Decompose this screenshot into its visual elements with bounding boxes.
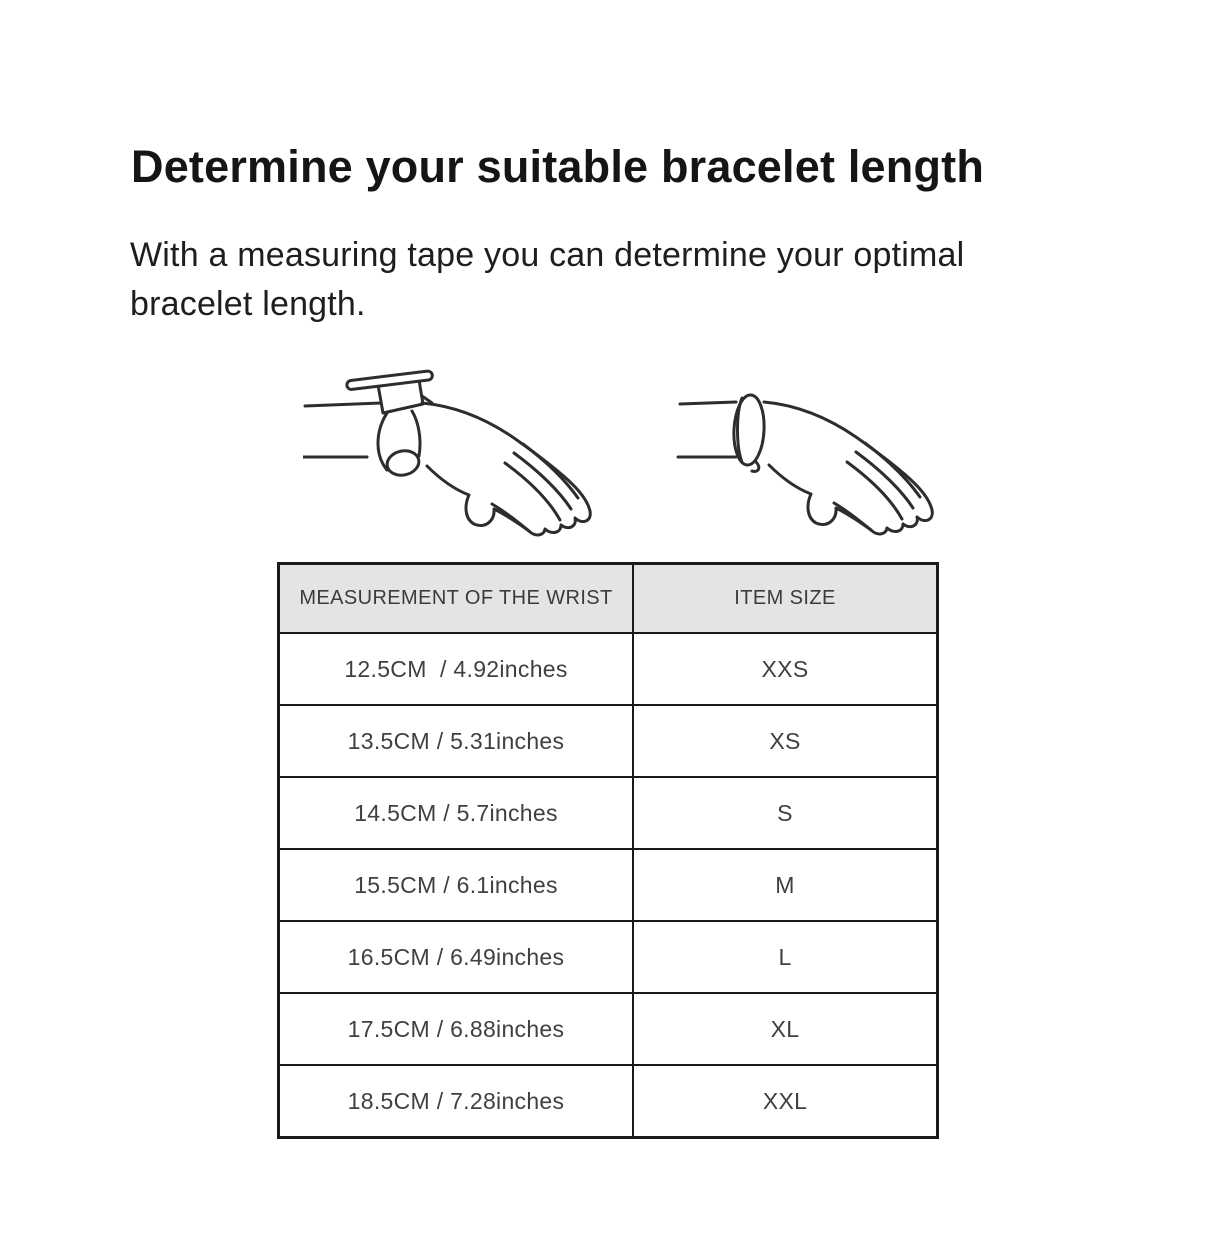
header-row: MEASUREMENT OF THE WRIST ITEM SIZE: [277, 562, 939, 634]
page-title: Determine your suitable bracelet length: [131, 141, 985, 192]
measuring-tape-hand-icon: [303, 369, 592, 537]
measurement-column-header: MEASUREMENT OF THE WRIST: [277, 562, 634, 634]
size-table-body: 12.5CM / 4.92inches XXS 13.5CM / 5.31inche…: [277, 632, 939, 1139]
item-size-cell: XL: [632, 992, 939, 1066]
wrist-measurement-cell: 13.5CM / 5.31inches: [277, 704, 634, 778]
table-row: 18.5CM / 7.28inches XXL: [277, 1064, 939, 1139]
table-row: 16.5CM / 6.49inches L: [277, 920, 939, 994]
measuring-tape-hand-illustration: [303, 362, 643, 552]
hand-outline: [762, 400, 934, 536]
wrist-measurement-cell: 12.5CM / 4.92inches: [277, 632, 634, 706]
wrist-measurement-cell: 15.5CM / 6.1inches: [277, 848, 634, 922]
table-row: 14.5CM / 5.7inches S: [277, 776, 939, 850]
page-subtitle: With a measuring tape you can determine …: [130, 236, 965, 323]
wrist-measurement-cell: 14.5CM / 5.7inches: [277, 776, 634, 850]
table-row: 12.5CM / 4.92inches XXS: [277, 632, 939, 706]
item-size-cell: S: [632, 776, 939, 850]
item-size-cell: XXL: [632, 1064, 939, 1139]
size-table: MEASUREMENT OF THE WRIST ITEM SIZE 12.5C…: [277, 562, 939, 1139]
bracelet-hand-icon: [676, 393, 934, 536]
item-size-cell: L: [632, 920, 939, 994]
bracelet-hand-illustration: [652, 368, 992, 558]
hand-outline: [420, 401, 592, 537]
item-size-cell: XS: [632, 704, 939, 778]
item-size-cell: M: [632, 848, 939, 922]
item-size-column-header: ITEM SIZE: [632, 562, 939, 634]
wrist-measurement-cell: 18.5CM / 7.28inches: [277, 1064, 634, 1139]
table-row: 13.5CM / 5.31inches XS: [277, 704, 939, 778]
wrist-measurement-cell: 16.5CM / 6.49inches: [277, 920, 634, 994]
item-size-cell: XXS: [632, 632, 939, 706]
table-row: 17.5CM / 6.88inches XL: [277, 992, 939, 1066]
size-table-header: MEASUREMENT OF THE WRIST ITEM SIZE: [277, 562, 939, 634]
wrist-measurement-cell: 17.5CM / 6.88inches: [277, 992, 634, 1066]
table-row: 15.5CM / 6.1inches M: [277, 848, 939, 922]
